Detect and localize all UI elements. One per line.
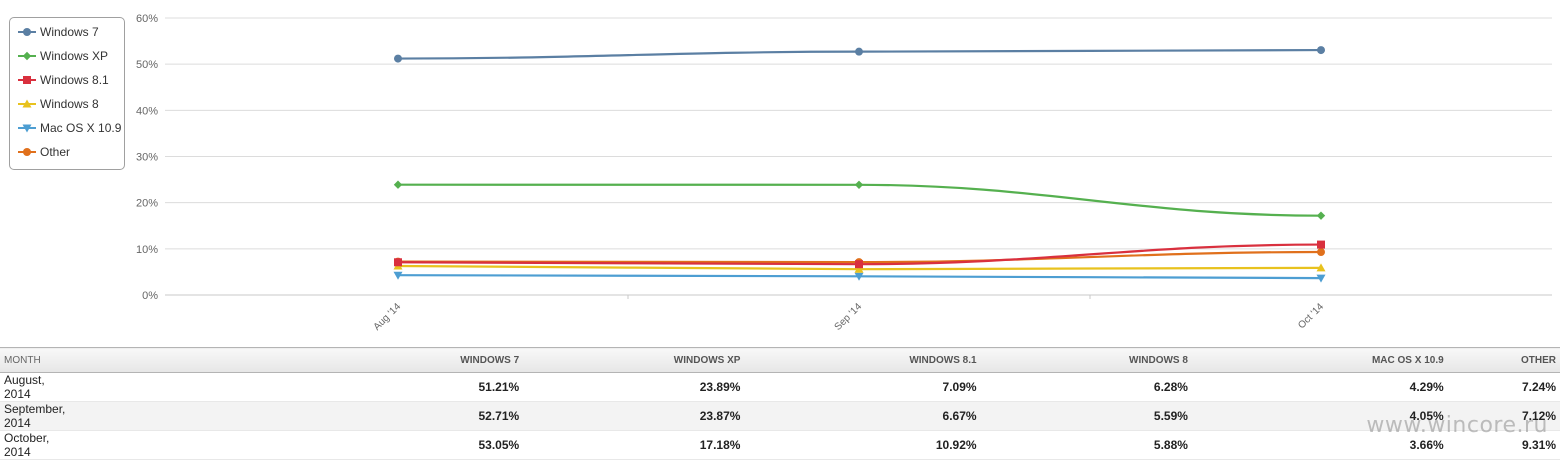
table-value-cell: 10.92% xyxy=(744,430,981,460)
y-tick-label: 10% xyxy=(136,244,158,256)
table-value-cell: 4.05% xyxy=(1191,401,1448,431)
table-value-cell: 51.21% xyxy=(69,372,524,402)
table-header-cell: MAC OS X 10.9 xyxy=(1191,347,1448,373)
legend-marker-icon xyxy=(18,76,36,84)
legend-marker xyxy=(23,28,31,36)
y-tick-label: 60% xyxy=(136,13,158,25)
table-value-cell: 52.71% xyxy=(69,401,524,431)
legend-label: Windows 8 xyxy=(40,97,99,111)
y-tick-label: 20% xyxy=(136,198,158,210)
x-axis-ticks: Aug '14 Sep '14 Oct '14 xyxy=(372,301,1327,333)
data-point xyxy=(1316,211,1326,220)
legend-marker xyxy=(23,148,31,156)
table-value-cell: 23.89% xyxy=(523,372,745,402)
data-point xyxy=(1317,240,1325,249)
data-table: MONTH WINDOWS 7 WINDOWS XP WINDOWS 8.1 WINDO… xyxy=(0,347,1560,460)
data-point xyxy=(1316,263,1326,272)
legend-marker-icon xyxy=(18,28,36,36)
legend-marker-icon xyxy=(18,148,36,156)
x-tick-label: Sep '14 xyxy=(833,301,865,333)
y-axis-ticks: 0% 10% 20% 30% 40% 50% 60% xyxy=(136,13,158,302)
table-header-cell: WINDOWS 8.1 xyxy=(744,347,981,373)
data-point xyxy=(1317,248,1325,257)
legend-item[interactable]: Windows XP xyxy=(18,48,108,64)
legend-item[interactable]: Windows 7 xyxy=(18,24,99,40)
data-point xyxy=(854,272,864,281)
legend-marker-icon xyxy=(18,124,36,133)
data-point xyxy=(393,180,403,189)
table-row: August, 2014 51.21% 23.89% 7.09% 6.28% 4.29% 7… xyxy=(0,372,1560,402)
data-point xyxy=(855,47,863,56)
table-header-cell: WINDOWS 8 xyxy=(980,347,1192,373)
legend-marker xyxy=(23,76,31,84)
y-tick-label: 0% xyxy=(142,290,158,302)
data-point xyxy=(854,264,864,273)
y-tick-label: 50% xyxy=(136,59,158,71)
table-header-cell: MONTH xyxy=(0,347,70,373)
legend-label: Mac OS X 10.9 xyxy=(40,121,122,135)
table-month-cell: August, 2014 xyxy=(0,372,70,402)
legend-label: Other xyxy=(40,145,71,159)
legend-label: Windows 7 xyxy=(40,25,99,39)
legend-item[interactable]: Windows 8 xyxy=(18,96,99,112)
table-month-cell: September, 2014 xyxy=(0,401,70,431)
data-point xyxy=(393,271,403,280)
data-point xyxy=(1317,46,1325,55)
data-point xyxy=(1316,274,1326,283)
table-value-cell: 7.12% xyxy=(1447,401,1560,431)
table-value-cell: 17.18% xyxy=(523,430,745,460)
table-value-cell: 7.24% xyxy=(1447,372,1560,402)
legend-item[interactable]: Mac OS X 10.9 xyxy=(18,120,121,136)
watermark: www.wincore.ru xyxy=(1366,413,1548,438)
line-chart: 0% 10% 20% 30% 40% 50% 60% Aug '14 Sep '14 Oct '… xyxy=(136,13,1552,333)
data-point xyxy=(394,258,402,267)
legend-item[interactable]: Windows 8.1 xyxy=(18,72,109,88)
y-tick-label: 40% xyxy=(136,105,158,117)
table-value-cell: 4.29% xyxy=(1191,372,1448,402)
x-tick-label: Oct '14 xyxy=(1296,301,1326,331)
legend-marker xyxy=(22,99,32,108)
table-header-cell: OTHER xyxy=(1447,347,1560,373)
legend-marker xyxy=(22,124,32,133)
chart-series xyxy=(393,46,1326,283)
chart-legend: Windows 7 Windows XP Windows 8.1 Windows 8 M… xyxy=(9,17,125,170)
table-row: September, 2014 52.71% 23.87% 6.67% 5.59% 4.0… xyxy=(0,401,1560,431)
table-month-cell: October, 2014 xyxy=(0,430,70,460)
table-value-cell: 23.87% xyxy=(523,401,745,431)
x-tick-label: Aug '14 xyxy=(372,301,404,333)
legend-marker-icon xyxy=(18,51,36,61)
legend-marker xyxy=(22,51,32,61)
legend-label: Windows 8.1 xyxy=(40,73,109,87)
table-value-cell: 6.28% xyxy=(980,372,1192,402)
table-header-row: MONTH WINDOWS 7 WINDOWS XP WINDOWS 8.1 WINDO… xyxy=(0,347,1560,373)
data-point xyxy=(855,260,863,269)
legend-item[interactable]: Other xyxy=(18,144,70,160)
legend-label: Windows XP xyxy=(40,49,109,63)
table-value-cell: 53.05% xyxy=(69,430,524,460)
table-header-cell: WINDOWS 7 xyxy=(69,347,524,373)
data-point xyxy=(394,54,402,63)
table-value-cell: 5.88% xyxy=(980,430,1192,460)
table-header-cell: WINDOWS XP xyxy=(523,347,745,373)
table-row: October, 2014 53.05% 17.18% 10.92% 5.88% 3.66… xyxy=(0,430,1560,460)
table-value-cell: 5.59% xyxy=(980,401,1192,431)
y-tick-label: 30% xyxy=(136,152,158,164)
chart-grid xyxy=(165,17,1552,299)
series-line xyxy=(397,183,1322,217)
legend-marker-icon xyxy=(18,99,36,108)
table-value-cell: 7.09% xyxy=(744,372,981,402)
data-point xyxy=(854,180,864,190)
table-value-cell: 6.67% xyxy=(744,401,981,431)
